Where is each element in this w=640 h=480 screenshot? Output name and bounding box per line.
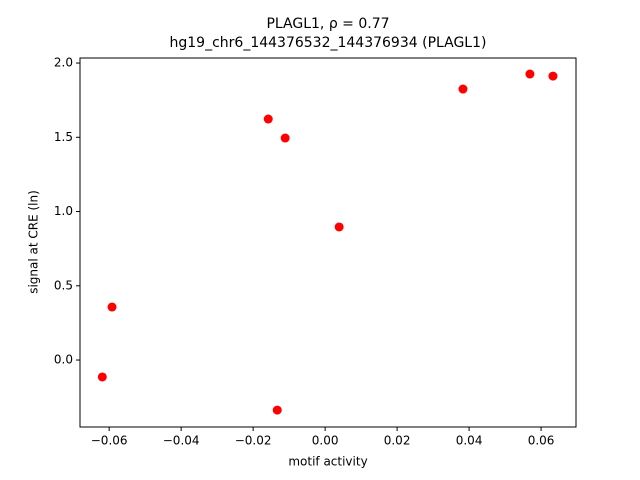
plot-frame <box>79 57 577 428</box>
point <box>272 405 282 415</box>
point <box>548 71 558 81</box>
point <box>458 84 468 94</box>
point <box>107 302 117 312</box>
point <box>280 133 290 143</box>
point <box>263 114 273 124</box>
point <box>97 372 107 382</box>
y-tick-label: 1.5 <box>54 130 73 144</box>
x-tick-label: −0.04 <box>163 434 200 448</box>
x-tick-label: −0.06 <box>91 434 128 448</box>
x-tick-label: 0.02 <box>384 434 411 448</box>
chart-subtitle: hg19_chr6_144376532_144376934 (PLAGL1) <box>170 35 487 51</box>
y-tick-label: 2.0 <box>54 56 73 70</box>
x-tick-label: 0.04 <box>456 434 483 448</box>
point <box>525 69 535 79</box>
x-tick-label: 0.00 <box>312 434 339 448</box>
x-tick-label: 0.06 <box>528 434 555 448</box>
y-tick-label: 0.0 <box>54 353 73 367</box>
chart-title: PLAGL1, ρ = 0.77 <box>266 16 389 32</box>
y-tick-label: 1.0 <box>54 204 73 218</box>
x-tick-label: −0.02 <box>235 434 272 448</box>
x-axis-label: motif activity <box>288 455 367 469</box>
point <box>334 222 344 232</box>
y-axis-label: signal at CRE (ln) <box>27 190 41 294</box>
y-tick-label: 0.5 <box>54 278 73 292</box>
